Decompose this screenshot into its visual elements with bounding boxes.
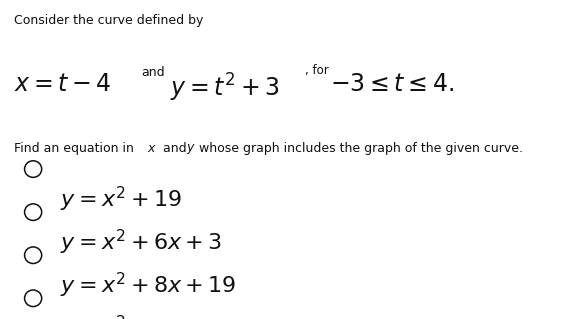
Text: $x = t - 4$: $x = t - 4$: [14, 72, 112, 96]
Text: and: and: [159, 142, 190, 155]
Text: whose graph includes the graph of the given curve.: whose graph includes the graph of the gi…: [199, 142, 522, 155]
Text: $\mathbf{\mathit{x}}$: $\mathbf{\mathit{x}}$: [147, 142, 157, 155]
Text: $y = t^2 + 3$: $y = t^2 + 3$: [170, 72, 280, 104]
Text: $y = x^2 + 8x + 19$: $y = x^2 + 8x + 19$: [60, 271, 236, 300]
Text: $y = x^2 + 19$: $y = x^2 + 19$: [60, 185, 182, 214]
Text: $-3 \leq t \leq 4.$: $-3 \leq t \leq 4.$: [330, 72, 454, 96]
Text: Find an equation in: Find an equation in: [14, 142, 138, 155]
Text: Consider the curve defined by: Consider the curve defined by: [14, 14, 204, 27]
Text: $\mathbf{\mathit{y}}$: $\mathbf{\mathit{y}}$: [186, 142, 196, 156]
Text: , for: , for: [305, 64, 329, 78]
Text: $y = x^2 + 6x + 3$: $y = x^2 + 6x + 3$: [60, 228, 222, 257]
Text: $y = x^2 + 8x + 16$: $y = x^2 + 8x + 16$: [60, 314, 236, 319]
Text: and: and: [142, 66, 165, 79]
